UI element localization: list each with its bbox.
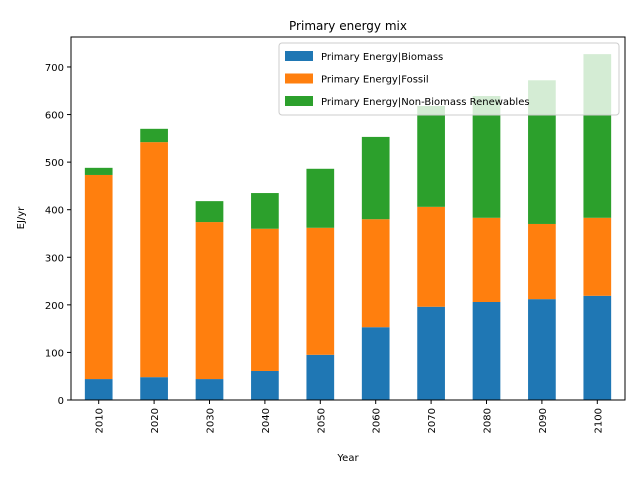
- bar-segment: [195, 222, 224, 380]
- bar-segment: [140, 377, 168, 400]
- plot-frame: [70, 36, 626, 401]
- x-tick-label: 2040: [261, 408, 272, 433]
- y-tick-label: 0: [58, 396, 64, 407]
- y-tick-label: 100: [45, 348, 64, 359]
- bar-segment: [583, 295, 612, 400]
- bar-segment: [583, 217, 612, 296]
- bar-segment: [472, 95, 501, 218]
- y-axis-label: EJ/yr: [16, 206, 27, 230]
- bar-segment: [528, 223, 556, 300]
- bar-segment: [251, 370, 279, 400]
- bar-segment: [472, 301, 501, 400]
- bar-segment: [306, 354, 335, 400]
- bar-segment: [472, 217, 501, 302]
- y-tick-label: 600: [45, 111, 64, 122]
- y-tick-label: 500: [45, 158, 64, 169]
- bar-segment: [361, 327, 390, 400]
- bar-segment: [251, 193, 279, 229]
- bar-segment: [306, 227, 335, 355]
- x-tick-label: 2080: [483, 408, 494, 433]
- bar-segment: [361, 219, 390, 328]
- bar-segment: [140, 142, 168, 378]
- bar-segment: [195, 201, 224, 223]
- legend-swatch: [285, 73, 313, 84]
- y-tick-label: 400: [45, 206, 64, 217]
- bar-segment: [195, 379, 224, 400]
- x-tick-label: 2050: [316, 408, 327, 433]
- legend-swatch: [285, 51, 313, 61]
- x-tick-label: 2010: [95, 408, 106, 433]
- legend-label: Primary Energy|Biomass: [321, 52, 443, 63]
- bar-segment: [84, 174, 113, 380]
- x-tick-label: 2100: [593, 408, 604, 433]
- bar-segment: [84, 379, 113, 400]
- x-tick-label: 2020: [150, 408, 161, 433]
- legend-box: [278, 42, 620, 116]
- bar-segment: [417, 306, 445, 400]
- bar-segment: [528, 299, 556, 400]
- bar-segment: [361, 136, 390, 220]
- x-tick-label: 2090: [538, 408, 549, 433]
- y-tick-label: 200: [45, 301, 64, 312]
- bar-segment: [306, 168, 335, 228]
- bar-segment: [417, 206, 445, 307]
- bar-segment: [84, 167, 113, 175]
- bar-segment: [251, 228, 279, 371]
- bar-segment: [140, 128, 168, 143]
- x-tick-label: 2030: [206, 408, 217, 433]
- legend-swatch: [285, 96, 313, 106]
- chart-title: Primary energy mix: [289, 19, 407, 33]
- x-axis-label: Year: [336, 453, 359, 464]
- x-tick-label: 2060: [372, 408, 383, 433]
- legend-label: Primary Energy|Fossil: [321, 75, 429, 86]
- bar-segment: [417, 105, 445, 207]
- y-tick-label: 700: [45, 63, 64, 74]
- legend-label: Primary Energy|Non-Biomass Renewables: [321, 97, 530, 108]
- x-tick-label: 2070: [427, 408, 438, 433]
- y-tick-label: 300: [45, 253, 64, 264]
